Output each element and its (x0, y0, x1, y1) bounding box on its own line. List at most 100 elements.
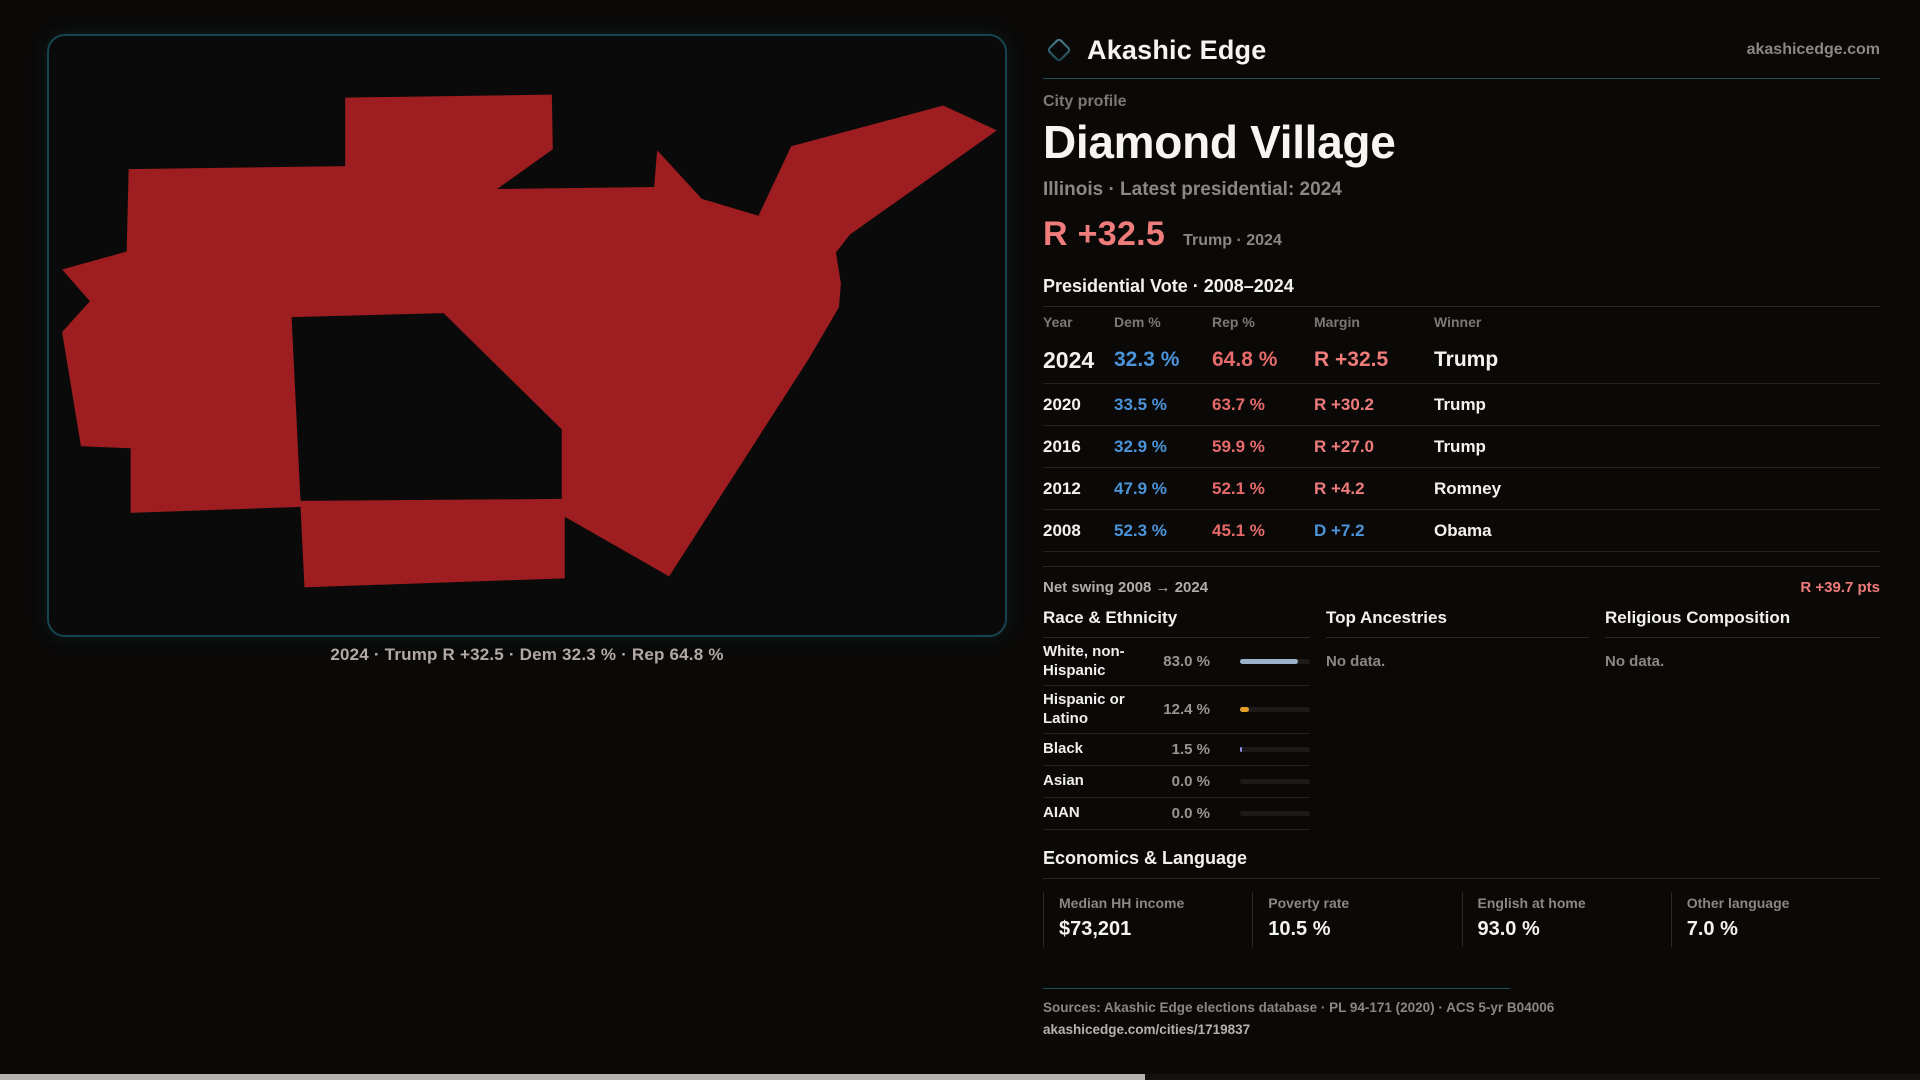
vote-table-divider (1043, 306, 1880, 307)
economics-stats: Median HH income $73,201 Poverty rate 10… (1043, 892, 1880, 947)
table-row: 2024 32.3 % 64.8 % R +32.5 Trump (1043, 337, 1880, 384)
margin-cell: D +7.2 (1314, 520, 1365, 540)
race-value: 83.0 % (1163, 653, 1210, 670)
diamond-outline-icon (1047, 38, 1071, 62)
brand-domain-link[interactable]: akashicedge.com (1746, 41, 1880, 58)
table-row: 2008 52.3 % 45.1 % D +7.2 Obama (1043, 510, 1880, 552)
presidential-vote-section: Presidential Vote · 2008–2024 Year Dem %… (1043, 276, 1880, 552)
winner-cell: Trump (1434, 348, 1499, 371)
stat-card-english-at-home: English at home 93.0 % (1461, 892, 1671, 947)
race-bar (1240, 707, 1310, 712)
dem-cell: 32.3 % (1114, 348, 1180, 371)
margin-cell: R +27.0 (1314, 436, 1375, 456)
race-value: 12.4 % (1163, 701, 1210, 718)
table-row: 2016 32.9 % 59.9 % R +27.0 Trump (1043, 426, 1880, 468)
city-map-panel (47, 34, 1007, 637)
winner-cell: Trump (1434, 394, 1486, 414)
brand-name: Akashic Edge (1087, 34, 1267, 65)
city-boundary-shape (62, 94, 997, 588)
rep-cell: 64.8 % (1212, 348, 1278, 371)
col-year: Year (1043, 314, 1073, 330)
footer-divider (1043, 988, 1510, 989)
rep-cell: 45.1 % (1212, 520, 1265, 540)
vote-table-title: Presidential Vote · 2008–2024 (1043, 276, 1294, 296)
race-bar (1240, 779, 1310, 784)
race-label: Black (1043, 740, 1084, 758)
list-item: AIAN 0.0 % (1043, 798, 1310, 830)
col-dem: Dem % (1114, 314, 1161, 330)
religion-section-divider (1605, 637, 1880, 638)
permalink-url[interactable]: akashicedge.com/cities/1719837 (1043, 1022, 1251, 1037)
col-margin: Margin (1314, 314, 1360, 330)
map-caption: 2024 · Trump R +32.5 · Dem 32.3 % · Rep … (330, 645, 724, 664)
religion-column: Religious Composition No data. (1605, 608, 1880, 830)
margin-cell: R +30.2 (1314, 394, 1375, 414)
rep-cell: 59.9 % (1212, 436, 1265, 456)
list-item: Hispanic or Latino 12.4 % (1043, 686, 1310, 734)
net-swing-value: R +39.7 pts (1800, 579, 1880, 596)
horizontal-scrollbar-track (0, 1074, 1920, 1080)
horizontal-scrollbar-thumb[interactable] (0, 1074, 1145, 1080)
col-rep: Rep % (1212, 314, 1255, 330)
col-winner: Winner (1434, 314, 1482, 330)
dem-cell: 33.5 % (1114, 394, 1167, 414)
economics-section: Economics & Language Median HH income $7… (1043, 848, 1880, 947)
race-bar-fill (1240, 707, 1249, 712)
ancestries-empty-state: No data. (1326, 653, 1386, 670)
year-cell: 2020 (1043, 394, 1081, 414)
profile-content: Akashic Edge akashicedge.com City profil… (1043, 0, 1880, 1037)
latest-margin-context: Trump · 2024 (1183, 232, 1282, 249)
race-ethnicity-column: Race & Ethnicity White, non-Hispanic 83.… (1043, 608, 1310, 830)
city-title: Diamond Village (1043, 116, 1396, 168)
ancestries-section-divider (1326, 637, 1589, 638)
margin-cell: R +32.5 (1314, 348, 1389, 371)
race-section-title: Race & Ethnicity (1043, 608, 1178, 627)
race-value: 0.0 % (1171, 773, 1210, 790)
latest-margin-headline: R +32.5 Trump · 2024 (1043, 215, 1880, 254)
year-cell: 2016 (1043, 436, 1081, 456)
economics-section-divider (1043, 878, 1880, 879)
race-bar-fill (1240, 747, 1242, 752)
stat-card-other-language: Other language 7.0 % (1670, 892, 1880, 947)
city-boundary-hole (291, 313, 562, 501)
race-label: Hispanic or Latino (1043, 690, 1125, 727)
stat-value: 10.5 % (1268, 918, 1331, 940)
brand-header: Akashic Edge akashicedge.com (1043, 30, 1880, 70)
stat-card-median-income: Median HH income $73,201 (1043, 892, 1252, 947)
stat-value: 7.0 % (1686, 918, 1738, 940)
latest-margin-value: R +32.5 (1043, 215, 1166, 253)
stat-card-poverty-rate: Poverty rate 10.5 % (1252, 892, 1461, 947)
stat-value: 93.0 % (1477, 918, 1540, 940)
sources-text: Sources: Akashic Edge elections database… (1043, 1000, 1555, 1015)
list-item: White, non-Hispanic 83.0 % (1043, 638, 1310, 686)
year-cell: 2024 (1043, 346, 1095, 373)
race-bar (1240, 659, 1310, 664)
winner-cell: Obama (1434, 520, 1492, 540)
year-cell: 2012 (1043, 478, 1081, 498)
race-section-divider (1043, 637, 1310, 638)
stat-label: Other language (1686, 895, 1790, 911)
vote-table-header: Year Dem % Rep % Margin Winner (1043, 307, 1880, 337)
race-value: 1.5 % (1171, 741, 1210, 758)
year-cell: 2008 (1043, 520, 1081, 540)
stat-label: Poverty rate (1268, 895, 1350, 911)
economics-section-title: Economics & Language (1043, 848, 1248, 868)
religion-empty-state: No data. (1605, 653, 1665, 670)
list-item: Asian 0.0 % (1043, 766, 1310, 798)
rep-cell: 63.7 % (1212, 394, 1265, 414)
table-row: 2020 33.5 % 63.7 % R +30.2 Trump (1043, 384, 1880, 426)
race-bar (1240, 747, 1310, 752)
page-kicker: City profile (1043, 93, 1127, 110)
winner-cell: Trump (1434, 436, 1486, 456)
dem-cell: 32.9 % (1114, 436, 1167, 456)
city-subtitle: Illinois · Latest presidential: 2024 (1043, 179, 1342, 200)
header-divider (1043, 78, 1880, 79)
stat-value: $73,201 (1059, 918, 1132, 940)
race-label: AIAN (1043, 804, 1080, 822)
city-shape-map (62, 94, 997, 588)
stat-label: English at home (1477, 895, 1586, 911)
dem-cell: 47.9 % (1114, 478, 1167, 498)
table-row: 2012 47.9 % 52.1 % R +4.2 Romney (1043, 468, 1880, 510)
race-bar-fill (1240, 659, 1299, 664)
net-swing-row: Net swing 2008 → 2024 R +39.7 pts (1043, 566, 1880, 596)
